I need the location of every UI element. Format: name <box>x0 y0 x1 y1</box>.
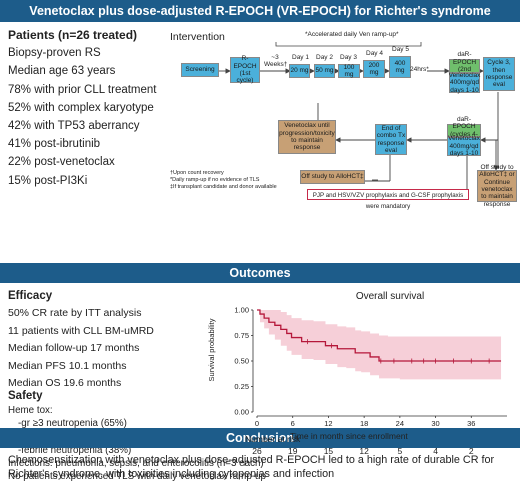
efficacy-item: Median OS 19.6 months <box>8 377 122 389</box>
flow-connectors <box>219 42 499 190</box>
y-tick-label: 0.00 <box>234 408 249 417</box>
efficacy-item: Median PFS 10.1 months <box>8 359 127 372</box>
survival-curve <box>257 309 502 362</box>
off-study-box: Off study to AlloHCT‡ <box>300 170 365 184</box>
safety-item: Heme tox: <box>8 405 53 416</box>
conclusion-text: Chemosensitization with venetoclax plus … <box>8 454 495 480</box>
efficacy-item: Median follow-up 17 months <box>8 342 140 354</box>
dose-box: 400 mg <box>389 56 411 78</box>
y-tick-label: 0.25 <box>234 382 249 391</box>
patients-header: Patients (n=26 treated) <box>8 28 138 42</box>
safety-item: Infections: pneumonia, sepsis, and enter… <box>8 457 264 469</box>
y-axis-label: Survival probability <box>207 318 216 381</box>
chart-title: Overall survival <box>356 291 424 302</box>
outcomes-header: Outcomes <box>0 263 520 283</box>
efficacy-list: 50% CR rate by ITT analysis 11 patients … <box>8 305 154 393</box>
dose-box: 20 mg <box>289 64 310 78</box>
safety-header: Safety <box>8 390 43 402</box>
weeks-label: ~3 Weeks† <box>264 54 288 69</box>
conclusion-header: Conclusion <box>0 428 520 448</box>
safety-item: -gr ≥3 neutropenia (65%) <box>18 418 127 430</box>
summary-item: Median age 63 years <box>8 65 116 78</box>
safety-item: No patients experienced TLS with daily v… <box>8 471 266 483</box>
footnotes: †Upon count recovery *Daily ramp-up if n… <box>170 170 277 191</box>
accelerated-label: *Accelerated daily Ven ramp-up* <box>305 31 399 38</box>
venetoclax-until-box: Venetoclax until progression/toxicity to… <box>278 120 336 154</box>
summary-item: 78% with prior CLL treatment <box>8 83 157 96</box>
page-title: Venetoclax plus dose-adjusted R-EPOCH (V… <box>0 0 520 22</box>
day-label: Day 4 <box>366 50 383 57</box>
footnote: †Upon count recovery <box>170 170 224 176</box>
off-study-continue-box: Off study to AlloHCT‡ or Continue veneto… <box>477 164 517 208</box>
day-label: Day 1 <box>292 54 309 61</box>
summary-item: 15% post-PI3Ki <box>8 174 88 187</box>
day-label: Day 2 <box>316 54 333 61</box>
dose-box: 200 mg <box>363 60 385 78</box>
prophylaxis-note: PJP and HSV/VZV prophylaxis and G-CSF pr… <box>307 189 469 210</box>
summary-item: 41% post-ibrutinib <box>8 138 101 151</box>
repoch-box: R-EPOCH (1st cycle) <box>230 55 260 84</box>
footnote: *Daily ramp-up if no evidence of TLS <box>170 177 260 183</box>
summary-item: 22% post-venetoclax <box>8 156 115 169</box>
dose-box: 100 mg <box>338 64 360 78</box>
summary-item: 52% with complex karyotype <box>8 101 154 114</box>
dose-box: 50 mg <box>314 64 335 78</box>
day-label: Day 3 <box>340 54 357 61</box>
efficacy-item: 11 patients with CLL BM-uMRD <box>8 324 154 337</box>
confidence-band <box>257 310 502 380</box>
y-tick-label: 0.75 <box>234 331 249 340</box>
end-combo-box: End of combo Tx response eval <box>375 124 407 155</box>
y-tick-label: 1.00 <box>234 306 249 315</box>
efficacy-item: 50% CR rate by ITT analysis <box>8 307 142 319</box>
hours-label: 24hrs* <box>410 66 429 73</box>
screening-box: Screening <box>181 63 219 77</box>
summary-item: Biopsy-proven RS <box>8 47 101 60</box>
survival-chart: Overall survival Survival probability 0.… <box>207 291 507 418</box>
plot-area: 0.00 0.25 0.50 0.75 1.00 <box>234 306 507 418</box>
efficacy-header: Efficacy <box>8 290 53 302</box>
patient-summary: Patients (n=26 treated) Biopsy-proven RS… <box>8 26 157 190</box>
venetoclax-2-box: Venetoclax 400mg/qd days 1-10 <box>448 71 481 94</box>
summary-item: 42% with TP53 aberrancy <box>8 119 140 132</box>
footnote: ‡If transplant candidate and donor avail… <box>170 184 277 190</box>
day-label: Day 5 <box>392 46 409 53</box>
safety-item: -febrile neutropenia (38%) <box>18 444 132 456</box>
intervention-title: Intervention <box>170 31 225 43</box>
cycle3-box: Cycle 3, then response eval <box>483 57 515 91</box>
venetoclax-46-box: Venetoclax 400mg/qd days 1-10 <box>447 135 481 158</box>
y-tick-label: 0.50 <box>234 357 249 366</box>
